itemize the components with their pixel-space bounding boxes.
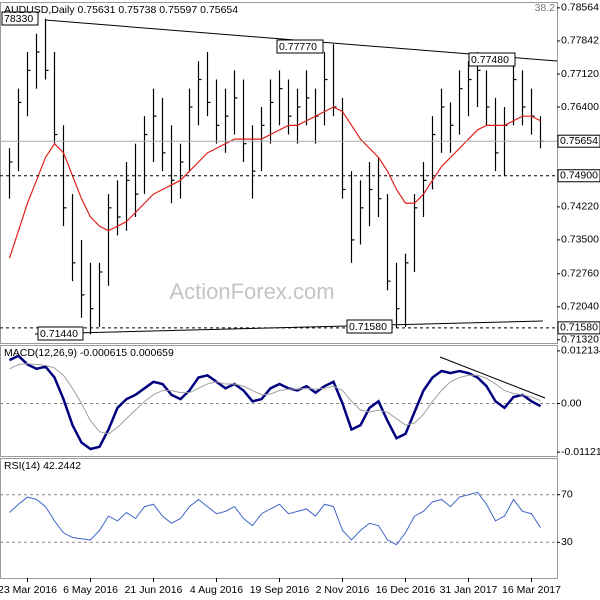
y-tick-label: 0.78564 <box>561 2 599 14</box>
y-tick-label: 70 <box>561 488 573 500</box>
annotation-box <box>346 319 393 334</box>
x-tick-label: 19 Sep 2016 <box>250 584 310 596</box>
annotation-box <box>468 52 516 67</box>
series-line <box>9 363 541 435</box>
y-tick-label: 0.71320 <box>561 334 599 346</box>
x-tick-label: 16 Mar 2017 <box>502 584 561 596</box>
annotation-box <box>1 11 39 26</box>
annotation: 0.71580 <box>349 321 387 333</box>
annotation: 0.71440 <box>40 328 78 340</box>
moving-average <box>8 106 541 259</box>
y-tick-label: 0.74220 <box>561 201 599 213</box>
y-tick-label: 0.012134 <box>561 345 600 357</box>
level-box <box>557 169 600 183</box>
pane-title: MACD(12,26,9) -0.000615 0.000659 <box>4 347 174 359</box>
rsi-pane <box>0 458 558 579</box>
x-tick-label: 2 Nov 2016 <box>316 584 370 596</box>
price-pane <box>0 2 558 344</box>
annotation-box <box>37 326 84 341</box>
annotation: 78330 <box>4 13 33 25</box>
series-line <box>8 354 542 451</box>
series-line <box>9 491 541 546</box>
x-tick-label: 23 Mar 2016 <box>0 584 57 596</box>
y-tick-label: 0.77842 <box>561 35 599 47</box>
y-tick-label: 0.77120 <box>561 68 599 80</box>
annotation: 0.77770 <box>279 41 317 53</box>
watermark: ActionForex.com <box>169 279 334 304</box>
level-label: 0.71580 <box>560 322 598 334</box>
x-tick-label: 4 Aug 2016 <box>190 584 243 596</box>
annotation-box <box>276 39 324 54</box>
macd-pane <box>0 345 558 457</box>
pane-title: RSI(14) 42.2442 <box>4 460 81 472</box>
level-box <box>557 321 600 335</box>
pane-title: AUDUSD,Daily 0.75631 0.75738 0.75597 0.7… <box>4 4 238 16</box>
x-tick-label: 16 Dec 2016 <box>376 584 436 596</box>
annotation: 0.77480 <box>471 54 509 66</box>
y-tick-label: 0.00 <box>561 397 582 409</box>
level-box <box>557 134 600 148</box>
y-tick-label: 30 <box>561 536 573 548</box>
y-tick-label: -0.011217 <box>561 446 600 458</box>
y-tick-label: 0.72040 <box>561 301 599 313</box>
x-tick-label: 21 Jun 2016 <box>125 584 183 596</box>
corner-text: 38.2 <box>535 2 556 14</box>
x-tick-label: 31 Jan 2017 <box>440 584 498 596</box>
level-label: 0.75654 <box>560 135 598 147</box>
x-tick-label: 6 May 2016 <box>63 584 118 596</box>
trend-line <box>439 356 546 399</box>
y-tick-label: 0.76400 <box>561 101 599 113</box>
level-label: 0.74900 <box>560 170 598 182</box>
y-tick-label: 0.73500 <box>561 234 599 246</box>
y-tick-label: 0.72760 <box>561 268 599 280</box>
